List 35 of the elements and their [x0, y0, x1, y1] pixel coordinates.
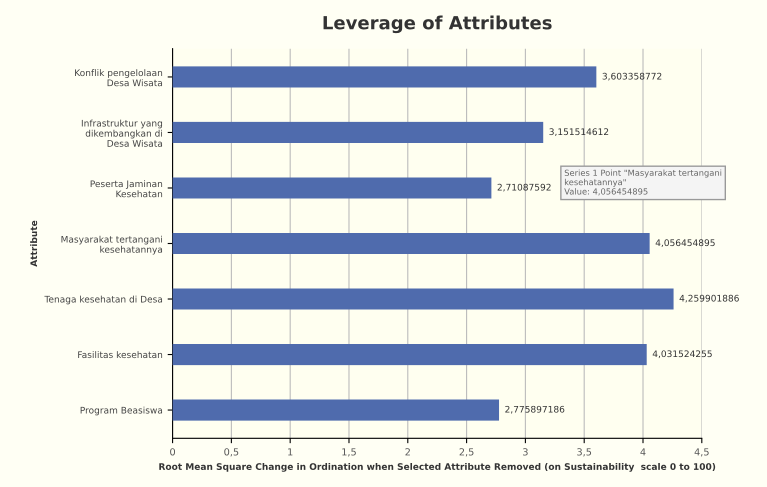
x-tick-label: 3 — [523, 448, 528, 456]
data-label: 3,603358772 — [602, 72, 662, 80]
bar — [172, 177, 492, 199]
data-label: 3,151514612 — [549, 128, 608, 136]
bar — [172, 232, 650, 254]
chart-title: Leverage of Attributes — [324, 16, 552, 34]
y-tick-label: Tenaga kesehatan di Desa — [44, 296, 162, 304]
x-tick-label: 0,5 — [224, 448, 238, 457]
bar — [172, 399, 500, 421]
data-label: 4,031524255 — [652, 350, 712, 358]
annotation: Series 1 Point "Masyarakat tertangani kesehatannya" Value: 4,056454895 — [564, 169, 722, 196]
x-tick-label: 2,5 — [460, 448, 474, 457]
x-tick-label: 1,5 — [342, 448, 356, 457]
y-axis-title: Attribute — [30, 220, 38, 267]
data-label: 2,71087592 — [498, 184, 551, 192]
bar — [172, 122, 544, 144]
data-label: 2,775897186 — [505, 406, 564, 414]
y-tick-label: Fasilitas kesehatan — [78, 351, 162, 358]
y-tick-label: Masyarakat tertangani kesehatannya — [61, 236, 162, 255]
x-tick-label: 0 — [170, 448, 176, 456]
x-tick-label: 2 — [405, 448, 410, 456]
x-axis-title: Root Mean Square Change in Ordination when Selected Attribute Removed (on Sustainability scale 0 to 100) — [159, 462, 716, 472]
y-tick-label: Infrastruktur yang dikembangkan di Desa Wisata — [82, 120, 162, 147]
x-tick-label: 4 — [640, 448, 646, 456]
bar — [172, 344, 647, 366]
data-label: 4,259901886 — [680, 294, 739, 303]
y-tick-label: Konflik pengelolaan Desa Wisata — [75, 69, 162, 86]
bar — [172, 288, 674, 310]
y-tick-label: Peserta Jaminan Kesehatan — [90, 180, 162, 198]
x-tick-label: 4,5 — [694, 448, 709, 457]
x-tick-label: 3,5 — [577, 448, 592, 457]
y-tick-label: Program Beasiswa — [80, 406, 162, 416]
x-tick-label: 1 — [288, 448, 292, 456]
bar — [172, 66, 596, 88]
data-label: 4,056454895 — [656, 239, 715, 248]
